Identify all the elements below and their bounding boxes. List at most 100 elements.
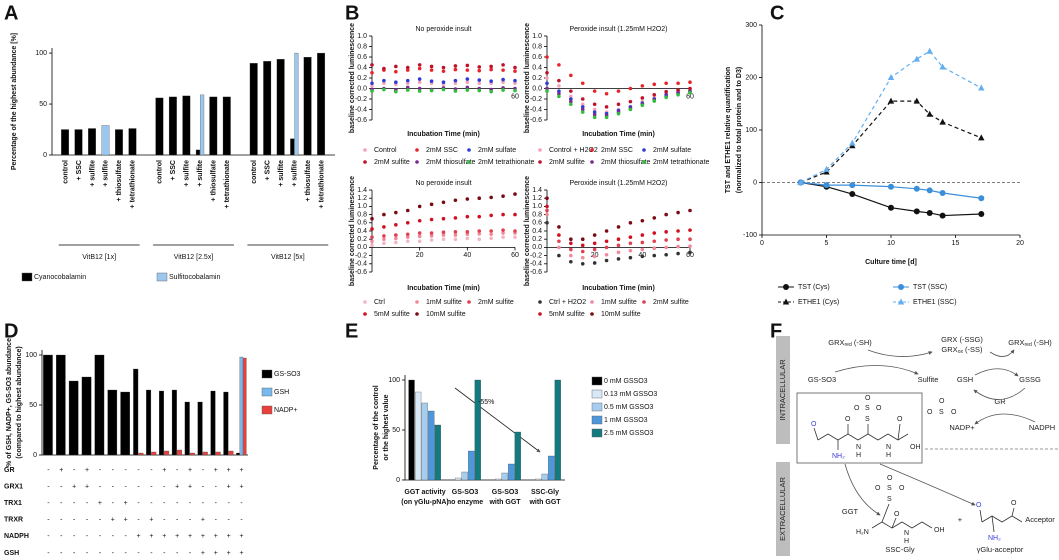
point [580, 255, 585, 260]
point [477, 65, 482, 69]
point [382, 225, 386, 229]
legend-label: 1mM sulfite [601, 299, 637, 306]
legend-label: 10mM sulfite [601, 311, 641, 318]
x-tick-label: 40 [463, 252, 471, 259]
point [557, 239, 561, 244]
point [604, 239, 609, 244]
point [441, 237, 446, 241]
bar [115, 129, 123, 156]
atom: S [887, 485, 892, 492]
point [676, 229, 680, 233]
x-tick-label: + sulfite [197, 160, 204, 187]
point [429, 231, 434, 235]
bar [303, 57, 312, 156]
x-tick-label: 0 [760, 240, 764, 247]
condition-sign: + [59, 467, 63, 474]
point [465, 63, 470, 68]
condition-sign: - [137, 550, 140, 557]
y-tick-label: 0.8 [532, 43, 542, 50]
y-axis-label: TST and ETHE1 relative quantification [725, 67, 732, 193]
bar [81, 376, 92, 456]
point [382, 78, 386, 83]
point [465, 230, 470, 234]
bond [871, 521, 933, 529]
point [513, 229, 517, 233]
point [978, 134, 985, 141]
point [545, 208, 549, 213]
atom: OH [910, 444, 921, 451]
condition-sign: - [202, 467, 205, 474]
x-tick-label: 60 [511, 93, 519, 100]
point [888, 183, 894, 190]
legend-swatch [642, 160, 646, 164]
legend-swatch [415, 160, 419, 164]
x-tick-label: GS-SO3 [492, 489, 519, 496]
condition-sign: - [112, 550, 115, 557]
region-box [776, 336, 790, 444]
point [465, 197, 470, 201]
legend-label: 1mM sulfite [426, 299, 462, 306]
x-tick-label: 60 [686, 93, 694, 100]
bar [151, 451, 157, 456]
legend-swatch [591, 428, 603, 438]
y-tick-label: -0.2 [530, 96, 542, 103]
point [688, 250, 692, 255]
bar [461, 471, 468, 481]
arrow [879, 463, 976, 506]
point [513, 192, 517, 196]
point [592, 241, 597, 246]
y-tick-label: -0.2 [355, 96, 367, 103]
condition-sign: + [227, 550, 231, 557]
point [592, 247, 597, 252]
y-tick-label: 0.4 [532, 64, 542, 71]
arrow [974, 368, 1019, 377]
point [513, 212, 517, 217]
condition-sign: + [149, 517, 153, 524]
y-tick-label: 1.0 [357, 203, 367, 210]
condition-sign: - [47, 550, 50, 557]
condition-sign: - [137, 467, 140, 474]
atom: O [865, 395, 871, 402]
panel-letter: A [4, 2, 18, 24]
bond [981, 515, 1023, 523]
point [405, 78, 410, 83]
point [405, 85, 410, 90]
point [489, 229, 493, 233]
condition-sign: + [85, 483, 89, 490]
legend-label: 2mM tetrathionate [478, 159, 535, 166]
bar [202, 451, 208, 456]
condition-sign: - [99, 550, 102, 557]
condition-sign: - [189, 500, 192, 507]
point [676, 93, 680, 97]
label: GS-SO3 [808, 375, 836, 384]
point [545, 221, 549, 225]
condition-sign: - [73, 517, 76, 524]
condition-sign: - [228, 500, 231, 507]
atom: H [856, 452, 861, 459]
bar [495, 478, 502, 481]
bar [120, 391, 130, 456]
region-label: INTRACELLULAR [778, 359, 787, 421]
legend-label: 0.13 mM GSSO3 [604, 391, 657, 398]
bar [243, 357, 247, 456]
annotation-arrow [454, 387, 541, 453]
region-box [776, 462, 790, 556]
bar [294, 52, 299, 156]
point [370, 235, 374, 239]
y-tick-label: 50 [29, 402, 37, 409]
point [441, 216, 446, 221]
point [616, 243, 621, 248]
condition-sign: + [214, 467, 218, 474]
atom: O [845, 416, 851, 423]
label: γGlu-acceptor [977, 545, 1024, 554]
point [688, 208, 692, 213]
atom: N [886, 444, 891, 451]
bar [290, 138, 295, 156]
condition-sign: - [150, 550, 153, 557]
point [640, 247, 645, 252]
point [616, 111, 621, 116]
y-tick-label: 0.8 [532, 211, 542, 218]
atom: S [865, 416, 870, 423]
x-tick-label: 15 [952, 240, 960, 247]
condition-sign: + [214, 533, 218, 540]
